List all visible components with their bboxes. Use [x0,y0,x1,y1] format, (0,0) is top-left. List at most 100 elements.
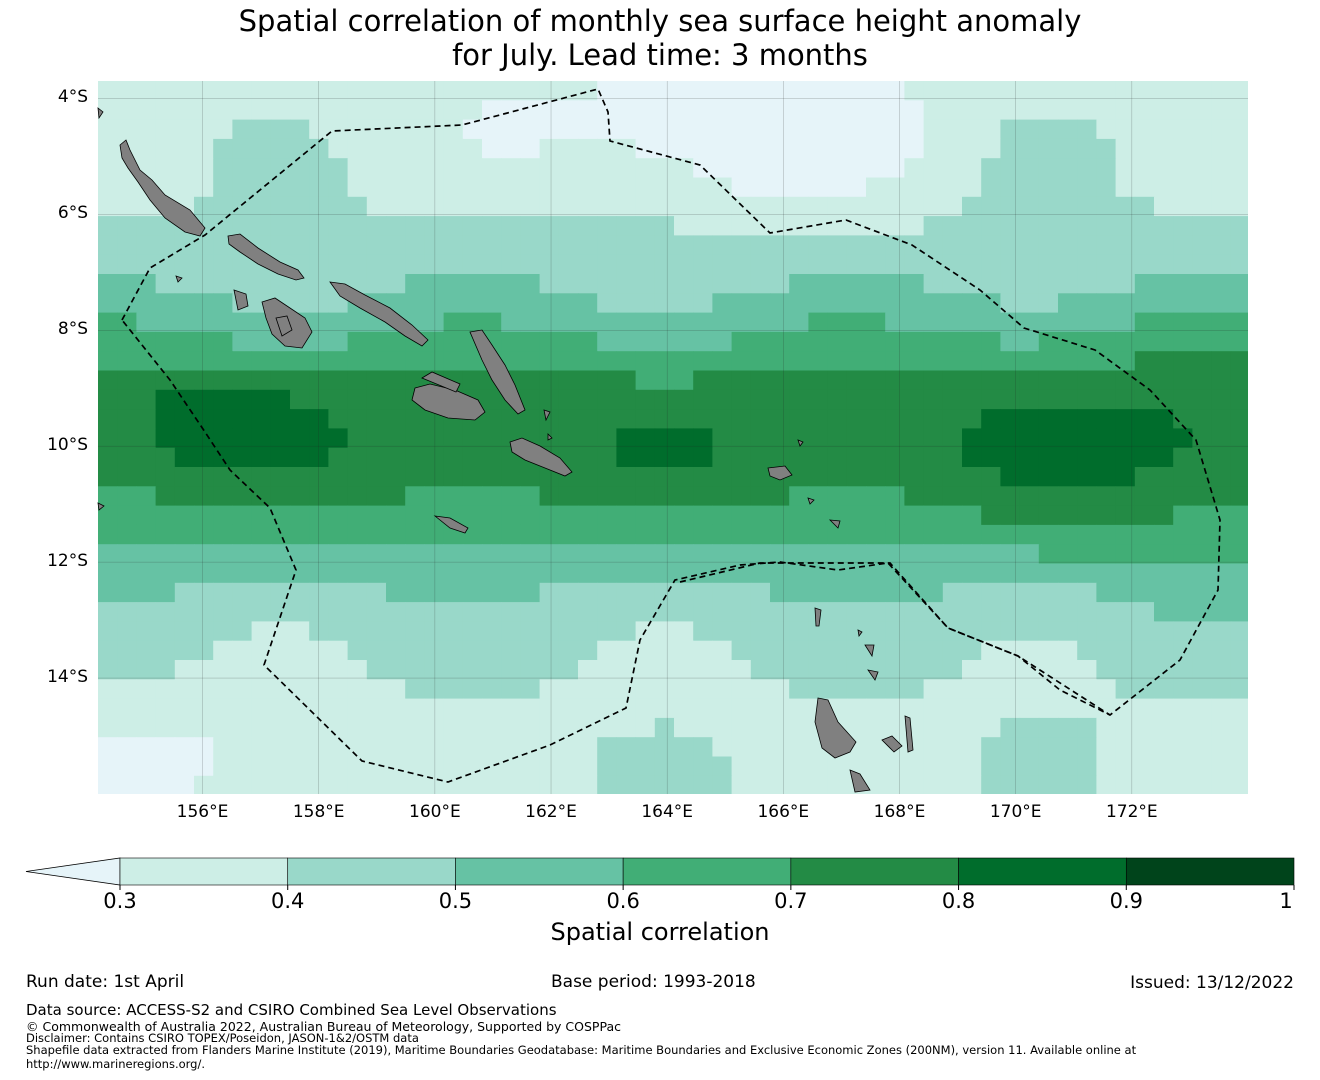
field-cell [750,100,771,121]
eez-boundaries [121,87,1221,783]
field-cell [539,254,560,275]
field-cell [1096,216,1117,236]
field-cell [962,389,982,410]
field-cell [1077,138,1097,159]
field-cell [981,621,1001,642]
field-cell [136,756,157,777]
field-cell [597,177,617,198]
field-cell [1019,370,1040,391]
field-cell [674,544,694,564]
field-cell [328,660,349,680]
field-cell [1230,717,1248,738]
field-cell [885,81,905,101]
field-cell [1058,756,1078,777]
field-cell [712,679,733,700]
field-cell [1230,524,1248,545]
field-cell [270,756,291,777]
field-cell [693,81,713,101]
field-cell [654,312,675,333]
field-cell [1000,679,1021,700]
field-cell [770,100,790,121]
field-cell [1096,119,1117,140]
field-cell [213,409,233,429]
field-cell [1192,100,1213,121]
field-cell [1192,293,1213,314]
field-cell [251,216,272,236]
field-cell [654,563,675,584]
field-cell [750,196,771,217]
field-cell [846,679,867,700]
field-cell [597,717,617,738]
field-cell [616,660,637,680]
field-cell [270,737,291,757]
source-url[interactable]: http://www.marineregions.org/. [26,1057,205,1071]
field-cell [232,486,253,507]
field-cell [290,640,310,661]
field-cell [1173,81,1193,101]
field-cell [309,216,329,236]
field-cell [347,235,368,256]
field-cell [232,640,253,661]
field-cell [1019,331,1040,352]
field-cell [520,524,541,545]
field-cell [1154,177,1174,198]
field-cell [885,235,905,256]
field-cell [1077,312,1097,333]
field-cell [520,235,541,256]
field-cell [578,756,598,777]
field-cell [482,467,502,487]
field-cell [251,563,272,584]
field-cell [923,563,944,584]
field-cell [290,621,310,642]
field-cell [962,563,982,584]
field-cell [232,737,253,757]
field-cell [904,486,925,507]
field-cell [674,351,694,371]
colorbar-tick-label: 1 [1279,889,1293,913]
field-cell [654,698,675,719]
field-cell [654,737,675,757]
field-cell [1211,331,1232,352]
field-cell [1211,293,1232,314]
field-cell [770,119,790,140]
field-cell [962,756,982,777]
field-cell [846,428,867,449]
field-cell [309,486,329,507]
field-cell [731,100,752,121]
field-cell [1173,216,1193,236]
field-cell [251,447,272,468]
field-cell [347,100,368,121]
field-cell [443,717,464,738]
field-cell [827,775,848,794]
field-cell [1211,177,1232,198]
field-cell [1077,351,1097,371]
field-cell [424,602,445,622]
field-cell [117,254,137,275]
field-cell [1019,582,1040,603]
field-cell [827,138,848,159]
field-cell [98,486,118,507]
field-cell [232,100,253,121]
field-cell [117,582,137,603]
field-cell [1038,621,1059,642]
field-cell [366,138,387,159]
field-cell [808,524,829,545]
field-cell [1115,428,1136,449]
field-cell [731,467,752,487]
field-cell [366,679,387,700]
field-cell [155,351,176,371]
field-cell [1230,640,1248,661]
field-cell [578,312,598,333]
field-cell [1077,505,1097,526]
field-cell [386,621,406,642]
field-cell [386,717,406,738]
field-cell [328,351,349,371]
field-cell [731,486,752,507]
field-cell [1154,775,1174,794]
field-cell [1096,196,1117,217]
field-cell [309,640,329,661]
field-cell [213,679,233,700]
field-cell [1000,293,1021,314]
field-cell [1077,698,1097,719]
field-cell [558,679,579,700]
